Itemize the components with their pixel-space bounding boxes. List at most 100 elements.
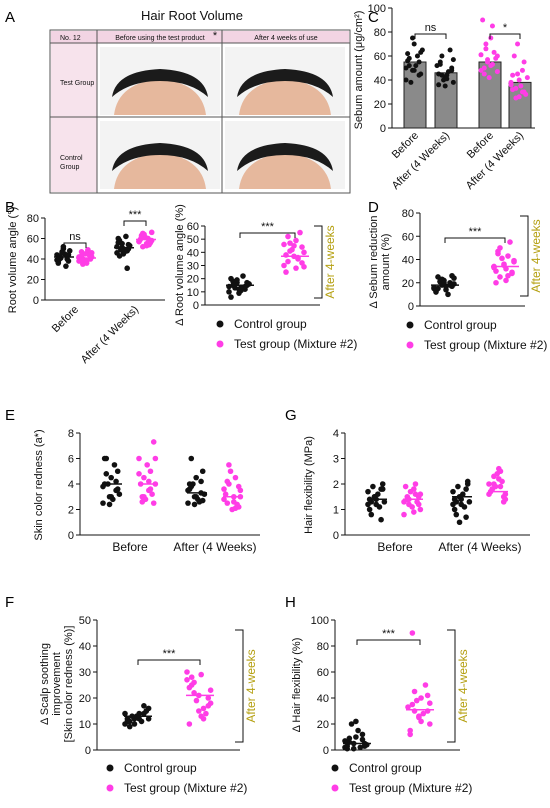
y-axis-title-line: [Skin color redness (%)]	[63, 626, 75, 743]
table-title: Hair Root Volume	[141, 8, 243, 23]
data-point	[281, 241, 287, 248]
data-point	[103, 471, 110, 477]
data-point	[232, 474, 239, 481]
data-point	[507, 239, 513, 245]
y-axis-title-line: Δ Scalp soothing	[39, 643, 51, 725]
data-point	[414, 53, 420, 59]
y-tick-label: 80	[317, 641, 329, 653]
data-point	[150, 500, 157, 506]
data-point	[488, 35, 494, 41]
data-point	[88, 254, 95, 260]
data-point	[366, 506, 373, 513]
data-point	[411, 509, 417, 515]
data-point	[342, 738, 348, 744]
data-point	[301, 249, 307, 256]
data-point	[411, 41, 417, 47]
data-point	[146, 478, 152, 485]
y-axis-title: Δ Sebum reductionamount (%)	[368, 216, 392, 309]
panel-letter-a: A	[5, 9, 15, 26]
data-point	[518, 83, 524, 89]
x-tick-label: After (4 Weeks)	[438, 540, 521, 554]
data-point	[379, 486, 386, 492]
data-point	[410, 35, 416, 41]
legend-label: Test group (Mixture #2)	[424, 338, 547, 352]
data-point	[416, 713, 422, 719]
data-point	[184, 677, 190, 683]
data-point	[407, 488, 414, 495]
data-point	[196, 708, 202, 714]
data-point	[483, 41, 489, 47]
panel-letter-c: C	[368, 9, 379, 26]
y-axis-title-line: improvement	[51, 652, 63, 716]
data-point	[413, 697, 420, 704]
panel-f-scalp-soothing-chart: 0 10 20 30 40 50 *** After 4-weeks Control group…	[39, 615, 258, 795]
panel-letter-h: H	[285, 594, 296, 611]
data-point	[483, 46, 489, 52]
data-point	[427, 700, 433, 706]
legend-label: Control group	[349, 761, 422, 775]
data-point	[200, 705, 207, 712]
data-point	[370, 483, 376, 490]
significance-1-bracket	[123, 220, 147, 226]
significance-0-label: ns	[124, 0, 136, 3]
data-point	[435, 285, 441, 292]
y-tick-label: 2	[333, 479, 339, 491]
y-tick-label: 20	[402, 278, 414, 290]
data-point	[414, 499, 420, 505]
data-point	[287, 248, 293, 254]
data-point	[222, 491, 229, 498]
data-point	[85, 246, 91, 253]
table-header-cell: Before using the test product	[115, 35, 205, 42]
data-point	[188, 483, 195, 490]
panel-letter-b: B	[5, 199, 15, 216]
data-point	[186, 721, 193, 727]
data-point	[293, 237, 299, 244]
data-point	[299, 244, 305, 250]
data-point	[449, 67, 455, 73]
data-point	[463, 514, 469, 520]
data-point	[521, 59, 527, 65]
data-point	[131, 721, 138, 727]
data-point	[143, 242, 150, 249]
data-point	[443, 283, 449, 290]
data-point	[439, 53, 445, 59]
data-point	[65, 258, 72, 264]
data-point	[458, 496, 464, 503]
data-point	[418, 695, 424, 701]
data-point	[416, 72, 422, 78]
y-tick-label: 40	[79, 641, 91, 653]
data-point	[140, 230, 146, 237]
data-point	[203, 710, 209, 717]
data-point	[240, 273, 246, 279]
data-point	[149, 491, 155, 498]
data-point	[346, 735, 353, 742]
data-point	[511, 53, 517, 59]
y-tick-label: 0	[333, 530, 339, 542]
data-point	[496, 465, 502, 472]
data-point	[481, 71, 487, 77]
data-point	[191, 690, 197, 696]
data-point	[188, 455, 195, 462]
y-axis-title-line: Δ Sebum reduction	[368, 216, 380, 309]
significance-bracket	[137, 659, 201, 665]
data-point	[445, 291, 451, 298]
data-point	[226, 462, 232, 468]
data-point	[378, 516, 384, 523]
data-point	[188, 674, 195, 680]
data-point	[136, 471, 142, 477]
data-point	[198, 671, 204, 678]
data-point	[486, 481, 492, 487]
y-tick-label: 80	[374, 27, 386, 39]
data-point	[368, 499, 375, 505]
data-point	[455, 483, 461, 490]
panel-e-redness-chart: 0 2 4 6 8 Before ns After (4 Weeks) * Skin color …	[33, 0, 260, 554]
legend-label: Test group (Mixture #2)	[234, 337, 357, 351]
data-point	[442, 83, 448, 89]
data-point	[83, 260, 90, 266]
y-axis-title: Δ Hair flexibility (%)	[291, 638, 303, 733]
data-point	[224, 478, 231, 485]
data-point	[460, 491, 466, 498]
data-point	[499, 478, 505, 485]
data-point	[486, 75, 492, 81]
